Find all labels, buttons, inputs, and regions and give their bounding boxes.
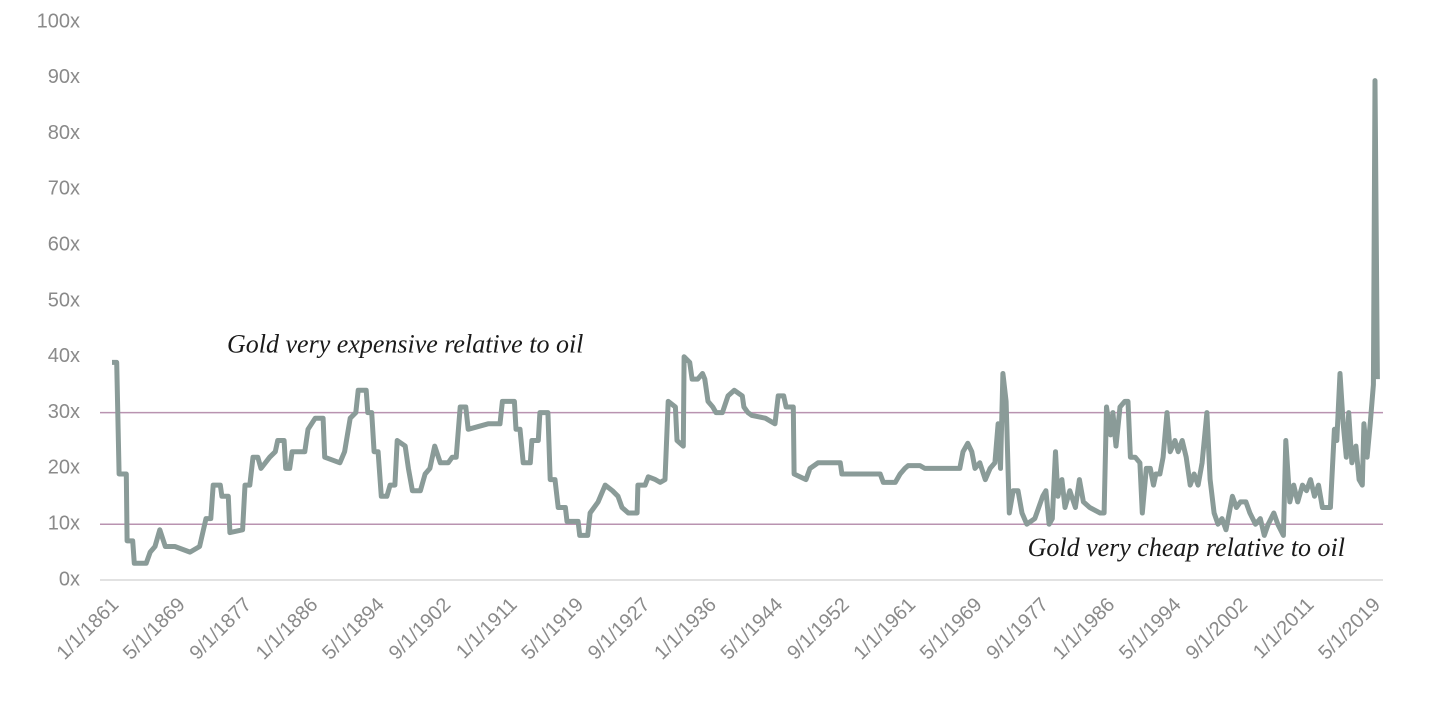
x-tick-label: 1/1/1861 (53, 594, 124, 665)
y-tick-label: 40x (48, 345, 80, 367)
x-tick-label: 5/1/1919 (517, 594, 588, 665)
x-tick-label: 1/1/1936 (650, 594, 721, 665)
y-tick-label: 80x (48, 122, 80, 144)
x-tick-label: 5/1/1894 (318, 594, 389, 665)
x-tick-label: 9/1/1927 (584, 594, 655, 665)
y-tick-label: 30x (48, 401, 80, 423)
x-tick-label: 9/1/2002 (1182, 594, 1253, 665)
annotation: Gold very cheap relative to oil (1028, 533, 1345, 562)
x-tick-label: 5/1/1944 (717, 594, 788, 665)
y-tick-label: 90x (48, 66, 80, 88)
data-line (112, 78, 1380, 566)
x-tick-label: 5/1/2019 (1314, 594, 1385, 665)
y-tick-label: 20x (48, 457, 80, 479)
annotation: Gold very expensive relative to oil (227, 330, 583, 359)
y-tick-label: 0x (59, 568, 80, 590)
x-tick-label: 9/1/1902 (385, 594, 456, 665)
x-tick-label: 5/1/1994 (1115, 594, 1186, 665)
x-tick-label: 1/1/1886 (252, 594, 323, 665)
x-tick-label: 9/1/1877 (185, 594, 256, 665)
x-tick-label: 5/1/1969 (916, 594, 987, 665)
y-tick-label: 60x (48, 233, 80, 255)
y-tick-label: 10x (48, 512, 80, 534)
x-tick-label: 1/1/1961 (850, 594, 921, 665)
y-tick-label: 70x (48, 178, 80, 200)
x-tick-label: 9/1/1977 (982, 594, 1053, 665)
x-tick-label: 9/1/1952 (783, 594, 854, 665)
x-tick-label: 1/1/1986 (1049, 594, 1120, 665)
y-tick-label: 100x (37, 10, 80, 32)
y-tick-label: 50x (48, 289, 80, 311)
x-tick-label: 1/1/2011 (1249, 594, 1319, 664)
x-tick-label: 1/1/1911 (452, 594, 522, 664)
x-tick-label: 5/1/1869 (119, 594, 190, 665)
